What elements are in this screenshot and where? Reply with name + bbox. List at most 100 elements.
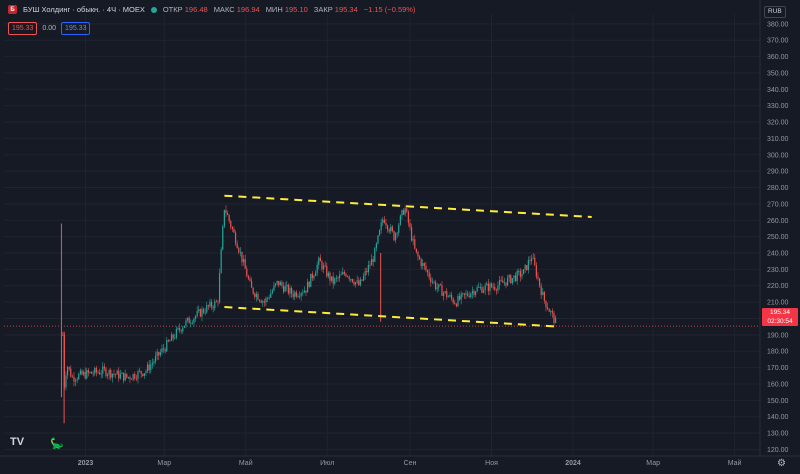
candle-body (206, 305, 208, 313)
candle-body (215, 301, 217, 303)
candle-body (273, 285, 275, 291)
candle-body (324, 265, 326, 267)
candle-body (430, 277, 432, 283)
bid-ask-panel: 195.33 0.00 195.33 (8, 22, 91, 35)
candle-body (486, 283, 488, 286)
candle-body (526, 265, 528, 271)
candle-body (386, 225, 389, 230)
candle-body (138, 370, 141, 372)
candle-body (490, 283, 493, 287)
candle-body (542, 291, 544, 295)
candle-body (234, 232, 237, 244)
candle-body (151, 362, 153, 365)
candle-body (190, 323, 192, 324)
candle-body (338, 274, 341, 278)
buy-price-button[interactable]: 195.33 (61, 22, 91, 35)
candle-body (470, 293, 472, 298)
candle-body (521, 274, 523, 277)
candle-body (231, 227, 233, 229)
candle-body (81, 370, 83, 375)
currency-button[interactable]: RUB (764, 6, 786, 18)
candle-body (460, 293, 462, 300)
candle-body (537, 276, 539, 279)
candle-body (244, 259, 246, 269)
candle-body (362, 275, 365, 281)
candle-body (295, 292, 297, 297)
candle-body (391, 226, 393, 232)
y-tick-label: 220.00 (767, 283, 789, 290)
candle-body (433, 281, 435, 283)
candle-body (418, 256, 421, 260)
candle-body (481, 287, 483, 293)
candle-body (106, 374, 109, 377)
x-tick-label: Мар (157, 460, 171, 467)
candle-body (350, 278, 352, 280)
candle-body (284, 286, 286, 292)
candle-body (503, 282, 505, 284)
y-tick-label: 280.00 (767, 185, 789, 192)
candle-body (113, 373, 115, 375)
last-price-timer: 02:30:54 (767, 318, 793, 325)
candle-body (516, 271, 518, 282)
candle-body (103, 366, 105, 369)
candle-body (177, 327, 179, 330)
dino-icon: 🦕 (50, 438, 64, 450)
candle-body (86, 370, 88, 379)
candle-body (529, 260, 531, 262)
candle-body (348, 276, 350, 280)
candle-body (484, 285, 486, 291)
candle-body (426, 270, 429, 273)
candle-body (180, 330, 182, 332)
candle-body (519, 270, 521, 277)
candle-body (406, 208, 408, 212)
candle-body (327, 272, 329, 277)
y-tick-label: 130.00 (767, 431, 789, 438)
candle-body (370, 259, 373, 266)
candle-body (502, 280, 504, 283)
candle-body (172, 334, 174, 339)
candle-body (508, 275, 510, 278)
sell-price-button[interactable]: 195.33 (8, 22, 38, 35)
candle-body (511, 278, 513, 284)
x-tick-label: Мар (646, 460, 660, 467)
candle-body (87, 370, 89, 373)
candle-body (118, 370, 120, 379)
candle-body (290, 287, 293, 295)
candle-body (250, 280, 253, 288)
candle-body (474, 291, 477, 295)
candle-body (126, 373, 128, 378)
candle-body (217, 301, 219, 303)
y-tick-label: 350.00 (767, 70, 789, 77)
candle-body (388, 229, 390, 232)
chart-header: Б БУШ Холдинг · обыкн. · 4Ч · MOEX ОТКР … (8, 5, 415, 14)
candle-body (148, 364, 150, 371)
candle-body (359, 279, 361, 286)
candle-body (500, 280, 502, 281)
candle-body (473, 290, 475, 295)
candle-body (322, 265, 325, 270)
candle-body (494, 287, 496, 290)
candle-body (356, 280, 358, 282)
symbol-logo-icon[interactable]: Б (8, 5, 17, 14)
tradingview-logo-icon[interactable]: TV (10, 436, 25, 448)
candle-body (438, 284, 440, 288)
candle-body (95, 368, 97, 373)
candle-body (268, 297, 270, 299)
candle-body (249, 278, 251, 281)
candle-body (236, 243, 238, 249)
candle-body (287, 284, 289, 294)
candle-body (110, 369, 112, 378)
candle-body (524, 265, 526, 270)
settings-icon[interactable]: ⚙ (777, 458, 786, 469)
candle-body (257, 293, 259, 300)
candle-body (97, 372, 99, 374)
candle-body (241, 251, 243, 263)
symbol-title[interactable]: БУШ Холдинг · обыкн. · 4Ч · MOEX (23, 5, 145, 14)
candle-body (334, 278, 336, 284)
candle-body (431, 281, 433, 283)
candle-body (345, 274, 347, 277)
x-tick-label: 2024 (565, 460, 581, 467)
candle-body (150, 364, 152, 371)
candle-body (276, 280, 278, 284)
